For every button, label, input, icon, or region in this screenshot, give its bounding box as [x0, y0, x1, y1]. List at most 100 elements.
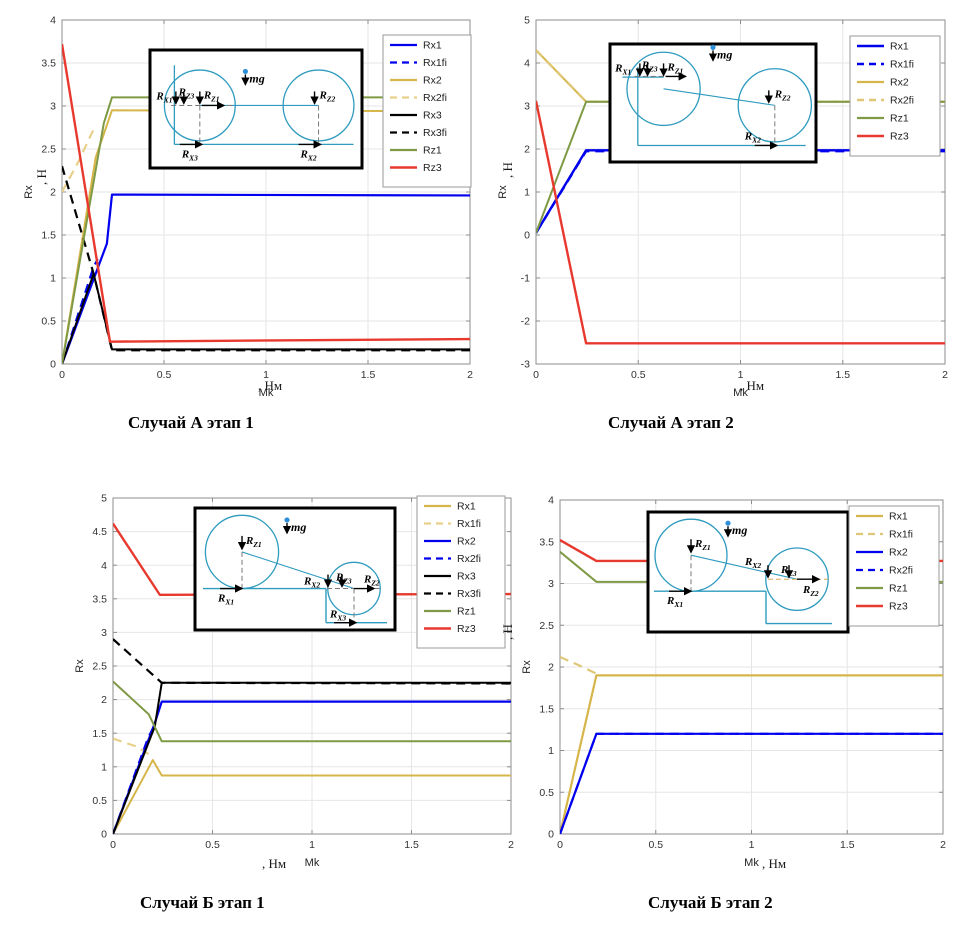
- legend-box: [382, 34, 472, 188]
- series-line-Rx1fi: [560, 655, 597, 675]
- y-tick-label: 2.5: [92, 661, 107, 673]
- legend-label-Rx2[interactable]: Rx2: [890, 77, 909, 89]
- y-tick-label: 4: [524, 58, 530, 70]
- series-line-Rx1: [113, 759, 511, 834]
- chart-panel-case-b-stage-2: 0 0.5 1 1.5 2 0 0.5 1 1.5 2 2.5 3 3.5 4 Mk Rx RZ1 RX1 mg RX…: [500, 484, 957, 876]
- plot-decoration: Z2: [370, 579, 380, 588]
- legend-label-Rx2fi[interactable]: Rx2fi: [890, 95, 914, 107]
- legend-label-Rx3fi[interactable]: Rx3fi: [423, 127, 447, 139]
- legend[interactable]: Rx1 Rx1fi Rx2 Rx2fi Rx3 Rx3fi Rz1 Rz3: [382, 34, 472, 188]
- legend-label-Rx2[interactable]: Rx2: [457, 536, 476, 548]
- y-tick-label: 2: [50, 187, 56, 199]
- caption-case-a-stage-1: Случай А этап 1: [128, 413, 254, 432]
- legend-label-Rx1fi[interactable]: Rx1fi: [890, 59, 914, 71]
- y-tick-label: 0.5: [539, 787, 554, 799]
- y-tick-label: 3.5: [539, 536, 554, 548]
- series-line-Rz3: [62, 43, 470, 343]
- series-line-Rx2fi: [62, 124, 97, 193]
- x-tick-label: 1: [309, 839, 315, 851]
- legend-label-Rx1[interactable]: Rx1: [423, 40, 442, 52]
- legend-label-Rz1[interactable]: Rz1: [889, 583, 908, 595]
- plot-decoration: [241, 551, 355, 590]
- y-tick-label: 3.5: [92, 593, 107, 605]
- y-tick-label: 1.5: [41, 230, 56, 242]
- x-tick-label: 1: [749, 839, 755, 851]
- legend-label-Rx3fi[interactable]: Rx3fi: [457, 588, 481, 600]
- y-tick-label: 3: [101, 627, 107, 639]
- legend-label-Rx1fi[interactable]: Rx1fi: [423, 57, 447, 69]
- y-tick-label: 0: [50, 359, 56, 371]
- legend-label-Rx2fi[interactable]: Rx2fi: [423, 92, 447, 104]
- y-tick-label: 3.5: [41, 58, 56, 70]
- y-units-label-3: , Н: [500, 624, 515, 640]
- y-tick-label: 4: [548, 495, 554, 507]
- legend-label-Rx2[interactable]: Rx2: [889, 547, 908, 559]
- legend-label-Rx1[interactable]: Rx1: [890, 41, 909, 53]
- caption-case-b-stage-2: Случай Б этап 2: [648, 893, 773, 912]
- plot-decoration: Z3: [185, 91, 195, 100]
- legend-label-Rx3[interactable]: Rx3: [423, 110, 442, 122]
- plot-decoration: X3: [188, 153, 198, 162]
- mg-dot-icon: [284, 517, 290, 523]
- plot-decoration: Z3: [342, 577, 352, 586]
- y-tick-label: 2: [101, 694, 107, 706]
- y-tick-label: 3: [548, 578, 554, 590]
- x-axis-label: Mk: [259, 387, 274, 399]
- legend-label-Rz1[interactable]: Rz1: [423, 145, 442, 157]
- legend-label-Rx2fi[interactable]: Rx2fi: [889, 565, 913, 577]
- plot-decoration: [626, 51, 701, 127]
- axis-ticks: 0 0.5 1 1.5 2 0 0.5 1 1.5 2 2.5 3 3.5 4 4.5 5: [92, 493, 514, 851]
- inset-label-mg: mg: [732, 523, 747, 537]
- legend-label-Rx1fi[interactable]: Rx1fi: [889, 529, 913, 541]
- series-line-Rx1: [62, 193, 470, 364]
- y-tick-label: 0.5: [92, 795, 107, 807]
- plot-decoration: X1: [621, 67, 631, 76]
- x-tick-label: 0.5: [648, 839, 663, 851]
- y-tick-label: 2.5: [41, 144, 56, 156]
- legend[interactable]: Rx1 Rx1fi Rx2 Rx2fi Rz1 Rz3: [849, 35, 941, 157]
- y-tick-label: 0: [548, 829, 554, 841]
- legend-label-Rx1fi[interactable]: Rx1fi: [457, 518, 481, 530]
- y-tick-label: 4: [50, 15, 56, 27]
- legend-label-Rx1[interactable]: Rx1: [889, 511, 908, 523]
- plot-decoration: X2: [751, 135, 761, 144]
- x-tick-label: 1.5: [361, 369, 376, 381]
- legend-label-Rz1[interactable]: Rz1: [457, 606, 476, 618]
- legend[interactable]: Rx1 Rx1fi Rx2 Rx2fi Rx3 Rx3fi Rz1 Rz3: [416, 495, 506, 649]
- x-axis-label: Mk: [305, 857, 320, 869]
- x-tick-label: 1.5: [840, 839, 855, 851]
- legend-label-Rz1[interactable]: Rz1: [890, 113, 909, 125]
- legend-label-Rx3[interactable]: Rx3: [457, 571, 476, 583]
- chart-panel-case-b-stage-1: 0 0.5 1 1.5 2 0 0.5 1 1.5 2 2.5 3 3.5 4 4.5 5 Mk Rx RZ1 RX1…: [55, 484, 525, 876]
- plot-decoration: Z2: [781, 93, 791, 102]
- y-axis-label: Rx: [497, 185, 509, 199]
- y-tick-label: -3: [521, 359, 530, 371]
- axis-ticks: 0 0.5 1 1.5 2 0 0.5 1 1.5 2 2.5 3 3.5 4: [41, 15, 473, 381]
- legend-label-Rx2fi[interactable]: Rx2fi: [457, 553, 481, 565]
- legend-label-Rz3[interactable]: Rz3: [457, 623, 476, 635]
- legend-label-Rx2[interactable]: Rx2: [423, 75, 442, 87]
- plot-decoration: X1: [224, 598, 234, 607]
- plot-canvas-3: 0 0.5 1 1.5 200.511.522.533.544.55MkRxRZ1RX1…: [74, 493, 514, 869]
- y-tick-label: 0.5: [41, 316, 56, 328]
- legend-label-Rx1[interactable]: Rx1: [457, 501, 476, 513]
- y-tick-label: 0: [524, 230, 530, 242]
- x-tick-label: 2: [942, 369, 948, 381]
- y-tick-label: 1: [524, 187, 530, 199]
- series-line-Rx2fi: [536, 49, 945, 103]
- legend-label-Rz3[interactable]: Rz3: [890, 131, 909, 143]
- plot-decoration: X1: [163, 95, 173, 104]
- legend-label-Rz3[interactable]: Rz3: [423, 162, 442, 174]
- y-tick-label: -1: [521, 273, 530, 285]
- legend[interactable]: Rx1 Rx1fi Rx2 Rx2fi Rz1 Rz3: [848, 505, 940, 627]
- series-line-Rx1: [560, 674, 943, 834]
- x-units-label-1: , Нм: [258, 378, 283, 393]
- mg-dot-icon: [242, 68, 248, 75]
- x-tick-label: 0: [110, 839, 116, 851]
- legend-label-Rz3[interactable]: Rz3: [889, 601, 908, 613]
- plot-decoration: X2: [307, 153, 317, 162]
- caption-case-b-stage-1: Случай Б этап 1: [140, 893, 265, 912]
- x-tick-label: 1.5: [835, 369, 850, 381]
